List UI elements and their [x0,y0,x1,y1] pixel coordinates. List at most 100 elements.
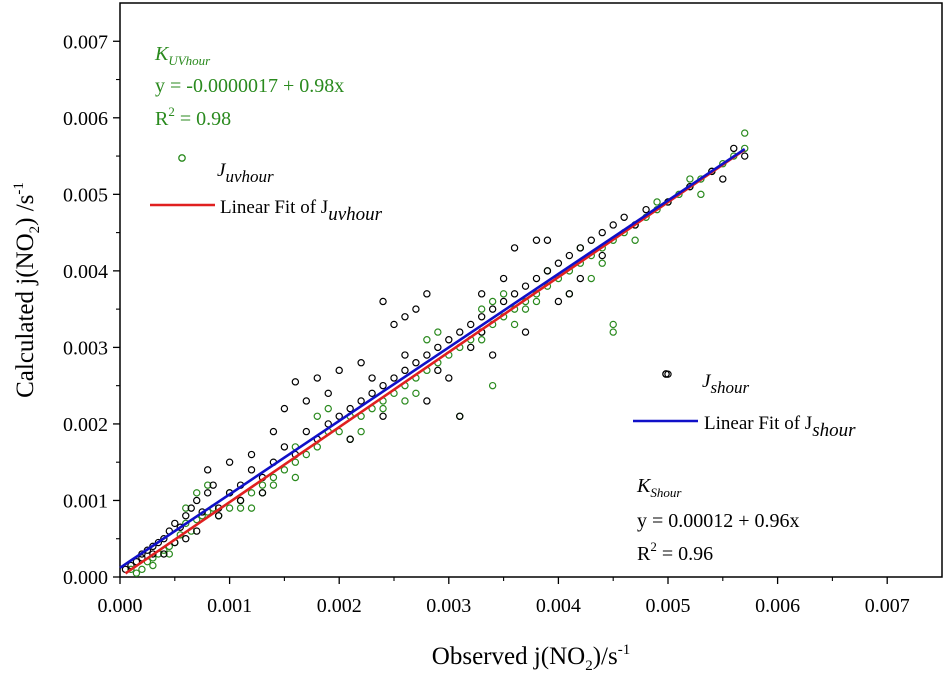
uv-equation: y = -0.0000017 + 0.98x [155,75,344,97]
point-juvhour [587,274,595,283]
y-tick-label: 0.002 [63,414,108,436]
point-jshour [176,523,184,531]
point-jshour [302,397,311,405]
point-juvhour [488,381,497,390]
point-jshour [401,366,409,375]
point-juvhour [132,569,141,577]
point-jshour [741,152,749,160]
point-jshour [510,244,519,252]
point-jshour [521,328,530,336]
x-tick-label: 0.002 [317,595,362,617]
point-jshour [467,320,475,329]
point-jshour [488,305,497,313]
point-jshour [598,251,606,260]
s-title: KShour [636,475,682,500]
y-tick-label: 0.001 [63,490,108,512]
point-jshour [412,359,420,367]
point-jshour [510,290,519,298]
point-juvhour [510,320,519,329]
point-jshour [434,366,442,375]
point-jshour [609,221,617,229]
point-jshour [532,236,541,244]
point-jshour [456,412,464,420]
point-jshour [554,259,563,267]
legend-s-marker [662,370,670,378]
point-juvhour [477,305,486,313]
point-juvhour [434,328,442,336]
point-jshour [357,397,365,405]
point-juvhour [609,328,617,336]
point-jshour [269,427,278,436]
y-tick-label: 0.003 [63,337,108,359]
point-jshour [247,466,256,474]
fit-line-shour [119,147,746,569]
point-jshour [620,213,628,221]
point-jshour [182,512,190,520]
point-jshour [587,236,595,244]
point-juvhour [609,320,617,329]
plot-frame [119,2,943,578]
point-jshour [171,519,179,528]
point-jshour [499,297,508,306]
point-juvhour [149,561,157,570]
point-juvhour [741,144,749,153]
point-jshour [565,251,574,260]
point-juvhour [499,290,508,298]
point-jshour [182,535,190,543]
point-juvhour [653,198,661,206]
point-juvhour [269,473,278,482]
point-juvhour [291,473,300,482]
point-jshour [445,374,453,382]
x-tick-label: 0.003 [426,595,471,617]
point-jshour [499,274,508,283]
point-jshour [401,351,409,359]
fit-line-uvhour [124,148,746,575]
x-axis-title: Observed j(NO2)/s-1 [432,642,630,674]
point-jshour [477,290,486,298]
point-jshour [313,374,321,382]
point-jshour [434,343,442,352]
point-jshour [543,236,552,244]
point-jshour [193,496,201,505]
point-juvhour [302,450,311,459]
point-juvhour [269,481,278,489]
point-juvhour [182,519,190,528]
point-jshour [209,481,217,489]
uv-r2: R2 = 0.98 [155,104,231,130]
fit-lines [119,147,746,575]
point-jshour [368,374,376,382]
point-juvhour [225,504,234,512]
point-jshour [280,443,289,451]
point-jshour [543,267,552,275]
point-jshour [187,504,195,512]
y-tick-label: 0.005 [63,184,108,206]
point-jshour [291,378,300,386]
point-jshour [247,450,256,459]
point-jshour [554,297,563,306]
y-tick-label: 0.006 [63,108,108,130]
point-jshour [576,244,585,252]
x-tick-label: 0.007 [865,595,910,617]
point-jshour [488,351,497,359]
legend-s-label: Jshour [702,371,750,397]
point-juvhour [357,427,365,436]
point-jshour [423,351,431,359]
point-juvhour [598,259,606,267]
point-jshour [203,489,212,497]
point-jshour [280,404,289,413]
point-juvhour [247,504,256,512]
point-jshour [214,512,223,520]
point-juvhour [193,489,201,497]
point-jshour [379,381,387,390]
point-juvhour [631,236,639,244]
y-tick-label: 0.004 [63,261,108,283]
point-jshour [445,336,453,344]
x-tick-label: 0.001 [207,595,252,617]
point-juvhour [324,404,332,413]
s-r2: R2 = 0.96 [637,539,713,565]
point-juvhour [488,297,497,306]
axis-ticks: 0.000 0.001 0.002 0.003 0.004 0.005 0.006 0.007… [63,31,910,617]
point-juvhour [697,190,705,199]
point-juvhour [291,458,300,466]
